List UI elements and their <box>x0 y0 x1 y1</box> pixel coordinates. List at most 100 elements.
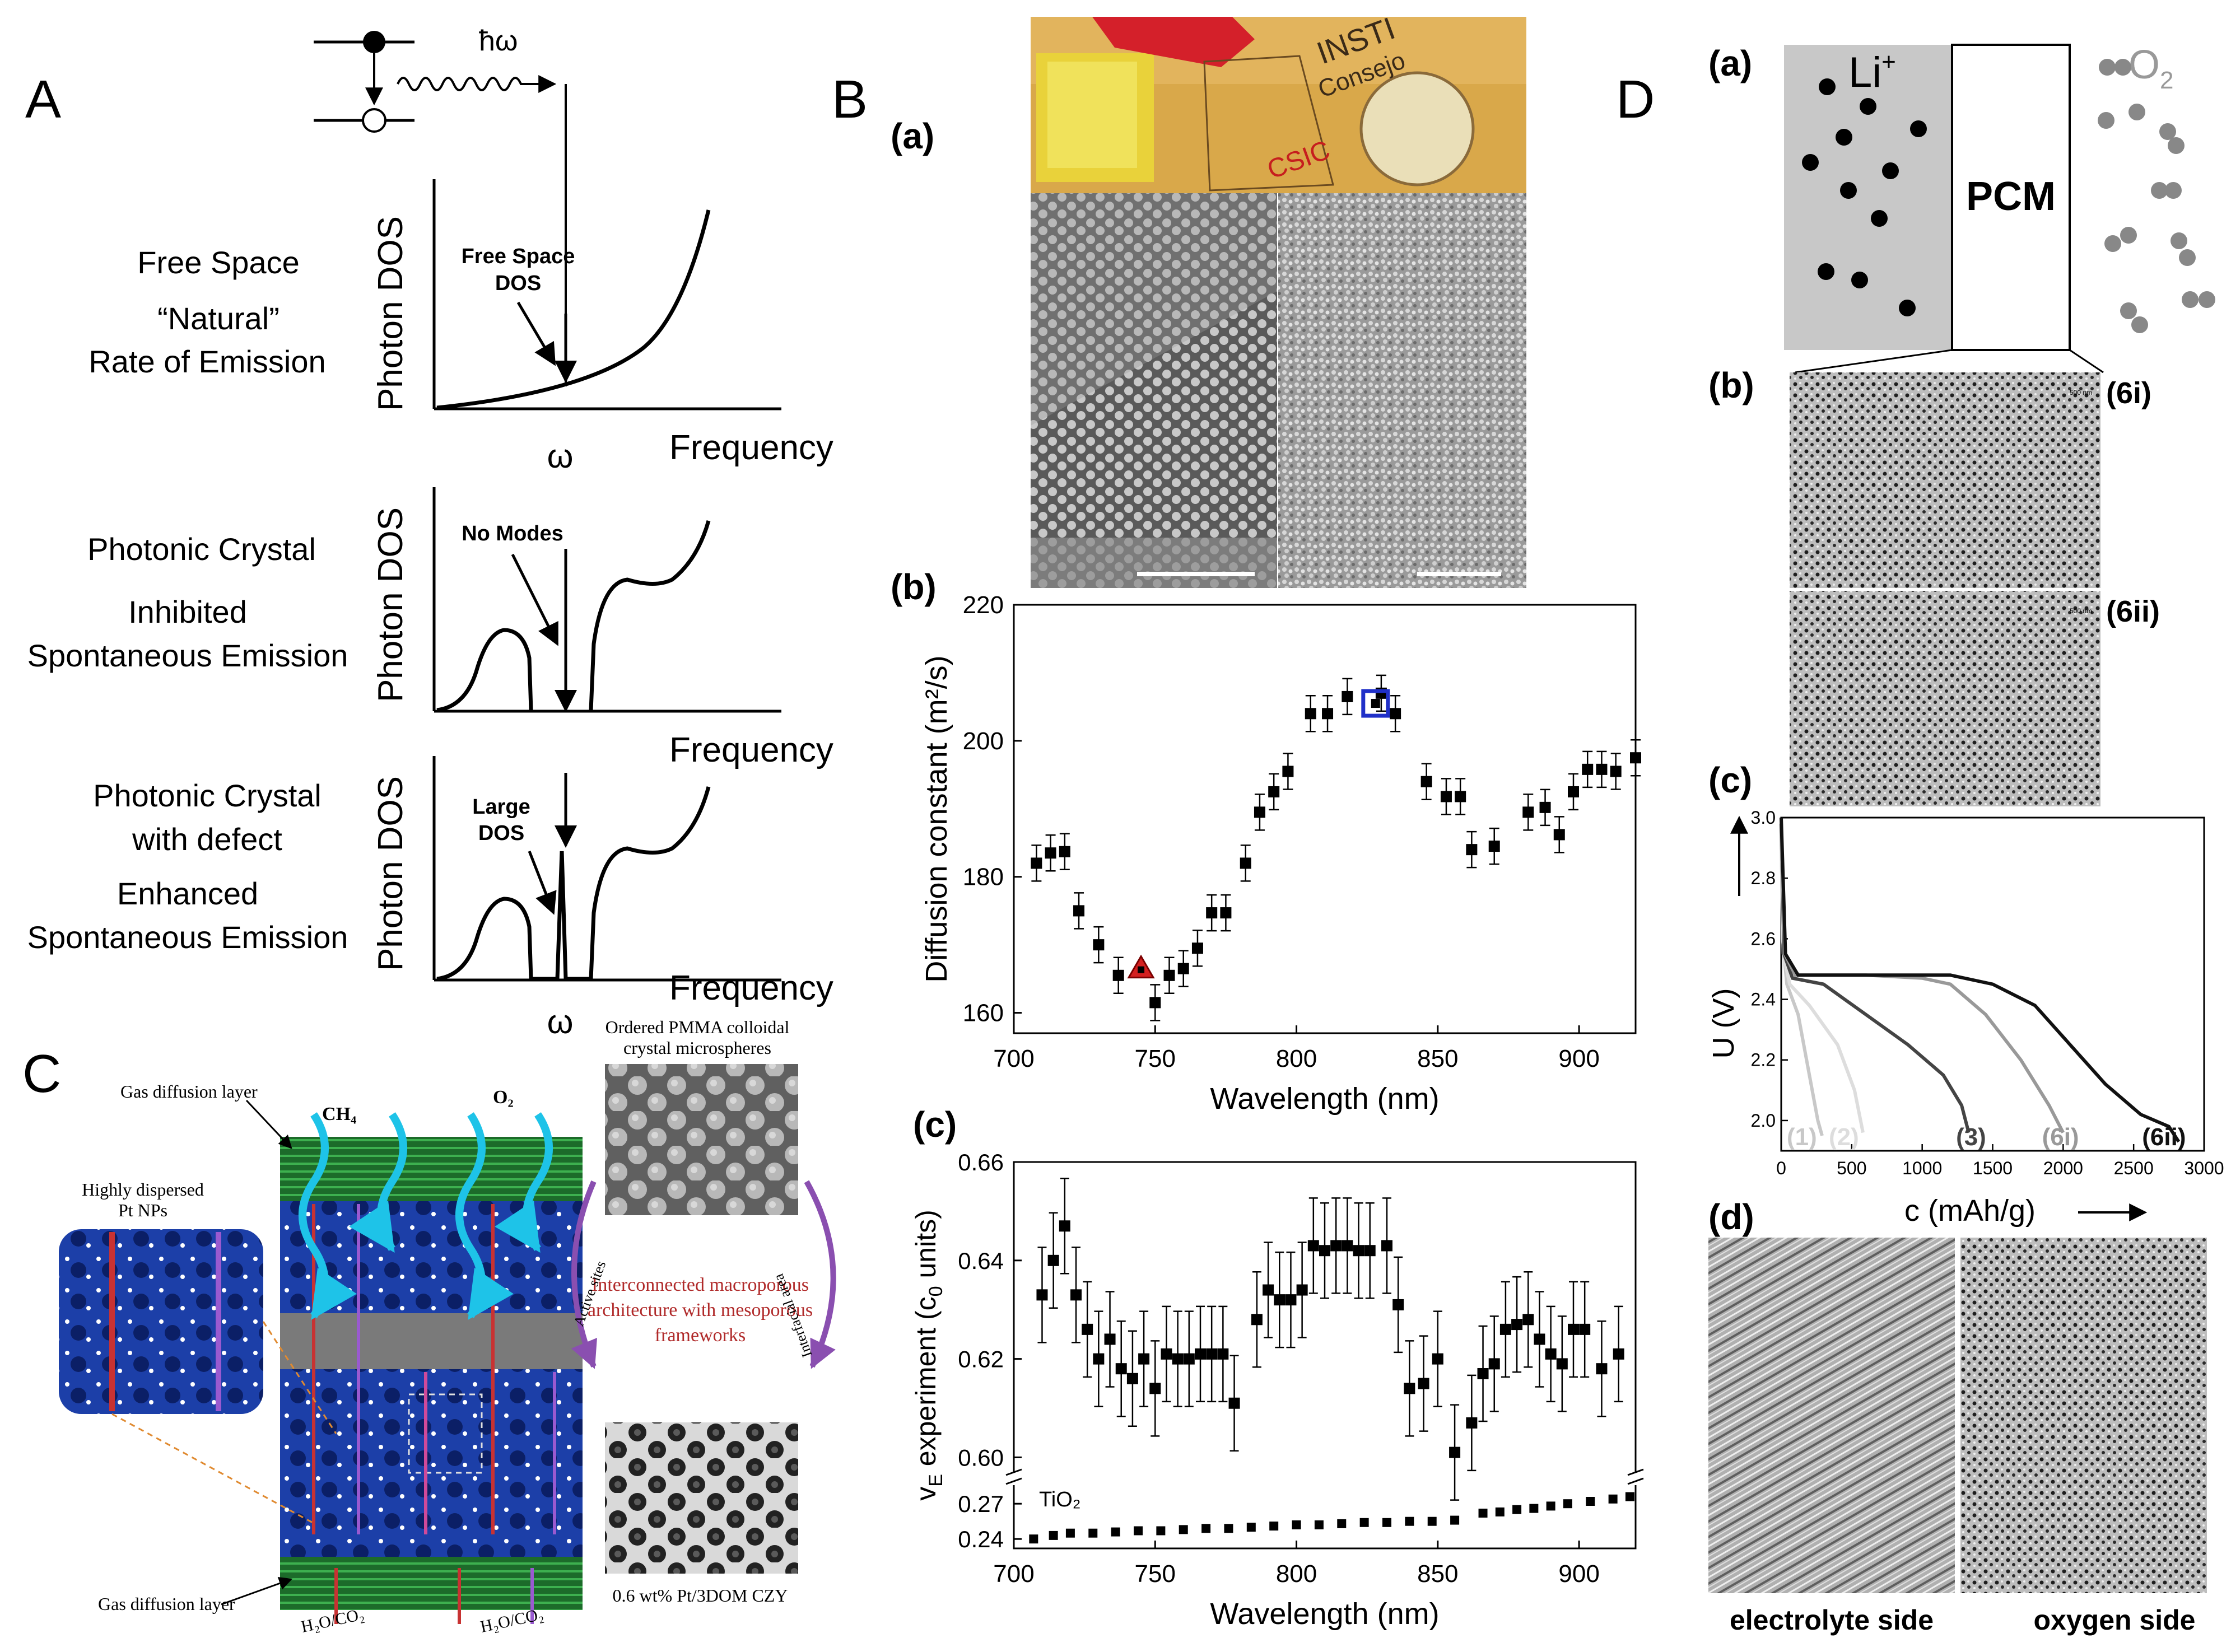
o2-label-d: O2 <box>2128 43 2174 94</box>
axis-break-mark <box>1627 1468 1644 1476</box>
row1-label-3: Rate of Emission <box>89 344 325 379</box>
bandgap-dos-curve <box>436 520 711 712</box>
plot-frame <box>1013 604 1637 1034</box>
series-line <box>1780 848 1865 1133</box>
tio2-point <box>1049 1530 1058 1540</box>
x-tick-label: 2500 <box>2114 1158 2154 1178</box>
emitted-photon-wave <box>397 75 557 93</box>
sem-electrolyte-side <box>1708 1238 1955 1593</box>
highlight-core <box>1371 699 1380 708</box>
data-point <box>1177 963 1189 974</box>
data-point <box>1104 1333 1116 1345</box>
sem-disordered-surface <box>1278 193 1526 588</box>
excited-electron <box>363 31 385 53</box>
data-point <box>1206 907 1218 919</box>
x-tick-label: 750 <box>1135 1045 1176 1072</box>
data-point <box>1342 1240 1353 1252</box>
x-tick-label: 700 <box>993 1045 1034 1072</box>
lithium-ions <box>1802 78 1927 316</box>
panel-d-letter: D <box>1616 69 1655 129</box>
highlight-square <box>1361 689 1390 718</box>
y-tick-label: 0.64 <box>958 1248 1004 1274</box>
tio2-point <box>1201 1524 1211 1533</box>
data-point <box>1330 1240 1342 1252</box>
series-label: (6i) <box>2042 1123 2079 1151</box>
row1-omega: ω <box>547 437 574 475</box>
li-label: Li+ <box>1848 48 1896 96</box>
data-point <box>1172 1353 1184 1365</box>
tio2-point <box>1292 1520 1301 1529</box>
data-point <box>1596 1363 1608 1375</box>
row3-label-4: Spontaneous Emission <box>27 920 348 955</box>
panel-d-sub-a: (a) <box>1708 43 1752 83</box>
x-tick-label: 3000 <box>2184 1158 2224 1178</box>
x-tick-label: 750 <box>1135 1560 1176 1588</box>
data-point <box>1596 763 1608 775</box>
x-tick-label: 700 <box>993 1560 1034 1588</box>
lithium-region <box>1784 45 1952 350</box>
highlight-core <box>1138 966 1145 973</box>
data-point <box>1488 1358 1500 1370</box>
data-point <box>1342 690 1353 702</box>
panel-d: D (a) Li+ PCM O2 <box>1616 43 2224 1636</box>
data-point <box>1251 1314 1263 1326</box>
data-point <box>1149 1383 1161 1394</box>
data-point <box>1466 844 1478 856</box>
row3-ylabel: Photon DOS <box>371 776 410 971</box>
data-point <box>1047 1254 1059 1266</box>
y-tick-label: 220 <box>963 591 1004 619</box>
data-point <box>1466 1417 1478 1429</box>
row3-annotation-1: Large <box>472 795 530 819</box>
row3-label-1: Photonic Crystal <box>93 778 322 813</box>
data-point <box>1059 1220 1070 1232</box>
row3-omega: ω <box>547 1003 574 1040</box>
data-point <box>1031 857 1042 869</box>
data-point <box>1522 806 1534 818</box>
row1-xlabel: Frequency <box>669 428 833 467</box>
plot-frame <box>1013 1161 1637 1550</box>
row2-label-2: Inhibited <box>128 594 247 629</box>
row2-xlabel: Frequency <box>669 731 833 769</box>
data-point <box>1553 829 1565 841</box>
data-point <box>1206 1348 1218 1360</box>
data-point <box>1163 969 1175 981</box>
data-point <box>1534 1333 1545 1345</box>
tio2-point <box>1450 1515 1460 1525</box>
data-point <box>1610 766 1622 777</box>
dos-free-space: Free Space “Natural” Rate of Emission Ph… <box>89 179 833 475</box>
oxygen-molecules <box>2098 59 2215 333</box>
panel-b-letter: B <box>832 69 868 129</box>
y-tick-label: 0.66 <box>958 1149 1004 1175</box>
tio2-point <box>1088 1528 1098 1538</box>
scale-6i: 500 nm <box>2070 389 2092 396</box>
sem-6i-image <box>1790 372 2100 588</box>
y-tick-label: 2.2 <box>1751 1050 1776 1070</box>
data-point <box>1059 846 1070 857</box>
data-point <box>1545 1348 1557 1360</box>
data-point <box>1070 1289 1082 1301</box>
panel-b-sub-a: (a) <box>891 116 934 156</box>
tio2-point <box>1382 1518 1391 1527</box>
row1-annotation-1: Free Space <box>462 245 575 268</box>
ground-state-hole <box>362 108 386 133</box>
free-space-dos-curve <box>436 209 711 410</box>
x-tick-label: 500 <box>1837 1158 1866 1178</box>
data-point <box>1556 1358 1568 1370</box>
axis-break-mark <box>1005 1477 1022 1485</box>
y-tick-label: 0.60 <box>958 1444 1004 1471</box>
y-tick-label: 160 <box>963 1000 1004 1027</box>
data-point <box>1282 766 1294 777</box>
row2-ylabel: Photon DOS <box>371 507 410 702</box>
pcm-region <box>1951 44 2071 351</box>
data-point <box>1305 708 1316 720</box>
data-point <box>1511 1319 1523 1331</box>
chart-energy-velocity: 700 750 800 850 900 0.60 0.62 0.64 0.66 0.24 0.27 W… <box>910 1149 1644 1631</box>
data-point <box>1582 763 1594 775</box>
sem-6ii-image <box>1790 591 2100 806</box>
data-point <box>1296 1284 1308 1296</box>
data-point <box>1228 1397 1240 1409</box>
panel-c: C CH₄ O₂ Gas diffusion layer Gas diff <box>22 1017 836 1636</box>
data-point <box>1499 1323 1511 1335</box>
data-point <box>1093 939 1105 951</box>
data-point <box>1568 786 1579 797</box>
